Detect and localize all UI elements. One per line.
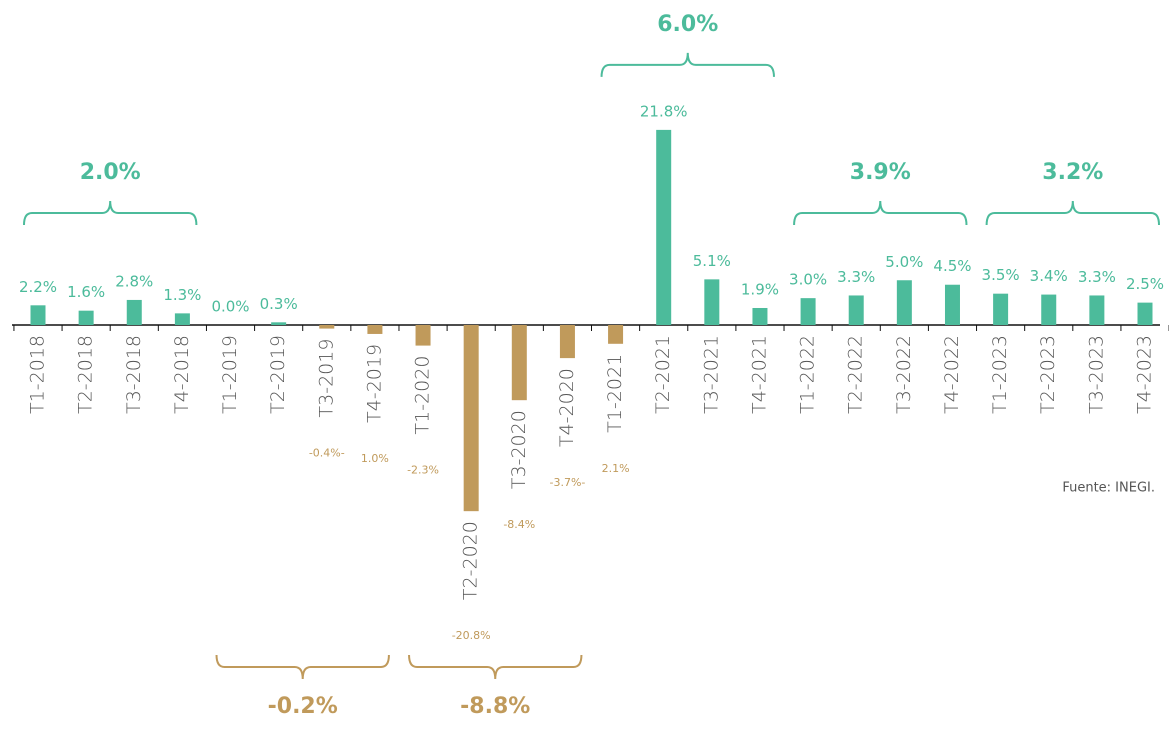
value-label: 3.0% [789,271,827,289]
x-tick-label: T4-2019 [363,344,385,423]
bar [367,325,383,334]
annotation-label: 3.9% [850,160,911,185]
x-tick-label: T2-2019 [267,335,289,414]
source: Fuente: INEGI. [1062,481,1155,496]
bar [800,298,816,325]
x-tick-label: T4-2021 [748,335,770,414]
value-label: 3.3% [1078,268,1116,286]
x-tick-label: T1-2019 [219,335,241,414]
bar [511,325,527,401]
annotation-label: 3.2% [1042,160,1103,185]
x-tick-label: T2-2021 [652,335,674,414]
value-label: 5.0% [885,253,923,271]
annotation-label: -8.8% [460,694,530,719]
bar [1041,294,1057,325]
value-label: 1.6% [67,283,105,301]
x-tick-label: T3-2019 [315,339,337,418]
bracket [408,654,583,680]
x-tick-label: T3-2018 [123,335,145,414]
bar [559,325,575,359]
value-label: 2.5% [1126,275,1164,293]
value-label: -8.4% [503,518,535,531]
value-label: -3.7%- [549,476,585,489]
value-label: 1.0% [361,452,389,465]
value-label: 2.2% [19,278,57,296]
bracket [600,52,775,77]
annotation-label: 6.0% [657,12,718,37]
value-label: -2.3% [407,464,439,477]
annotation-label: 2.0% [80,160,141,185]
value-label: -20.8% [452,629,491,642]
bracket [23,200,198,226]
value-label: 2.1% [602,462,630,475]
value-label: 0.3% [260,295,298,313]
x-tick-label: T4-2023 [1134,335,1156,414]
bar [174,313,190,325]
bar [30,305,46,325]
x-tick-label: T4-2018 [171,335,193,414]
value-label: 2.8% [115,272,153,290]
x-tick-label: T2-2018 [75,335,97,414]
x-tick-label: T2-2020 [460,521,482,600]
value-label: 1.9% [741,280,779,298]
value-label: 4.5% [933,257,971,275]
bar [656,129,672,325]
bar [415,325,431,346]
x-tick-label: T1-2021 [604,354,626,433]
bracket [793,200,968,226]
x-tick-label: T1-2022 [797,335,819,414]
x-tick-label: T4-2022 [941,335,963,414]
x-tick-label: T4-2020 [556,368,578,447]
bar [319,325,335,329]
value-label: -0.4%- [309,447,345,460]
value-label: 3.4% [1030,267,1068,285]
bar [896,280,912,325]
value-label: 21.8% [640,102,688,120]
value-label: 0.0% [211,298,249,316]
bar [271,322,287,325]
x-tick-label: T3-2022 [893,335,915,414]
x-tick-label: T2-2022 [845,335,867,414]
x-tick-label: T1-2018 [27,335,49,414]
bracket [215,654,390,680]
bracket [985,200,1160,226]
bar [1089,295,1105,325]
bar [848,295,864,325]
value-label: 3.3% [837,268,875,286]
value-label: 5.1% [693,252,731,270]
value-label: 3.5% [982,266,1020,284]
bar [752,307,768,325]
bar [944,284,960,325]
x-tick-label: T1-2020 [412,356,434,435]
bar [704,279,720,325]
bar [463,325,479,512]
bar [126,299,142,325]
value-label: 1.3% [163,286,201,304]
x-tick-label: T3-2021 [700,335,722,414]
annotation-label: -0.2% [268,694,338,719]
bar [608,325,624,344]
x-tick-label: T3-2023 [1085,335,1107,414]
x-tick-label: T1-2023 [989,335,1011,414]
bar [1137,302,1153,325]
x-tick-label: T2-2023 [1037,335,1059,414]
bar [993,293,1009,325]
bar [78,310,94,325]
x-tick-label: T3-2020 [508,410,530,489]
